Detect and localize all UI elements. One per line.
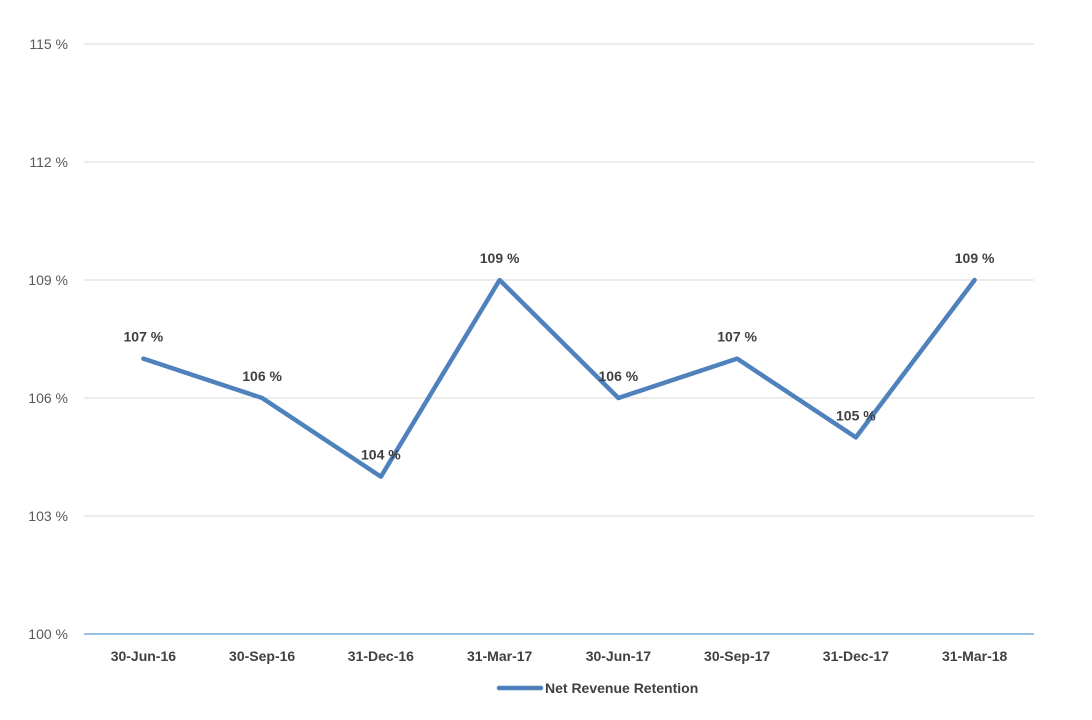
x-tick-label: 30-Sep-17 — [704, 648, 770, 664]
x-tick-label: 31-Mar-18 — [942, 648, 1008, 664]
data-label: 104 % — [361, 447, 401, 463]
data-label: 106 % — [599, 368, 639, 384]
data-label: 106 % — [242, 368, 282, 384]
series-line — [141, 277, 977, 479]
x-tick-label: 31-Dec-17 — [823, 648, 889, 664]
data-label: 105 % — [836, 407, 876, 423]
y-tick-label: 112 % — [29, 154, 68, 170]
legend-label: Net Revenue Retention — [545, 680, 698, 696]
y-tick-label: 109 % — [28, 272, 68, 288]
y-tick-label: 106 % — [28, 390, 68, 406]
y-tick-label: 100 % — [28, 626, 68, 642]
y-tick-label: 115 % — [29, 36, 68, 52]
data-label: 107 % — [124, 329, 164, 345]
data-label: 107 % — [717, 329, 757, 345]
x-tick-label: 31-Dec-16 — [348, 648, 414, 664]
x-tick-label: 30-Jun-16 — [111, 648, 177, 664]
x-tick-label: 30-Sep-16 — [229, 648, 295, 664]
data-labels: 107 % 106 % 104 % 109 % 106 % 107 % 105 % 109 % — [124, 250, 995, 463]
series-layer — [141, 277, 977, 479]
x-tick-label: 31-Mar-17 — [467, 648, 533, 664]
legend: Net Revenue Retention — [496, 680, 698, 696]
x-axis-tick-labels: 30-Jun-16 30-Sep-16 31-Dec-16 31-Mar-17 30-J… — [111, 648, 1008, 664]
gridlines — [84, 43, 1034, 517]
data-label: 109 % — [955, 250, 995, 266]
data-label: 109 % — [480, 250, 520, 266]
y-axis-tick-labels: 100 % 103 % 106 % 109 % 112 % 115 % — [28, 36, 68, 642]
x-tick-label: 30-Jun-17 — [586, 648, 652, 664]
y-tick-label: 103 % — [28, 508, 68, 524]
